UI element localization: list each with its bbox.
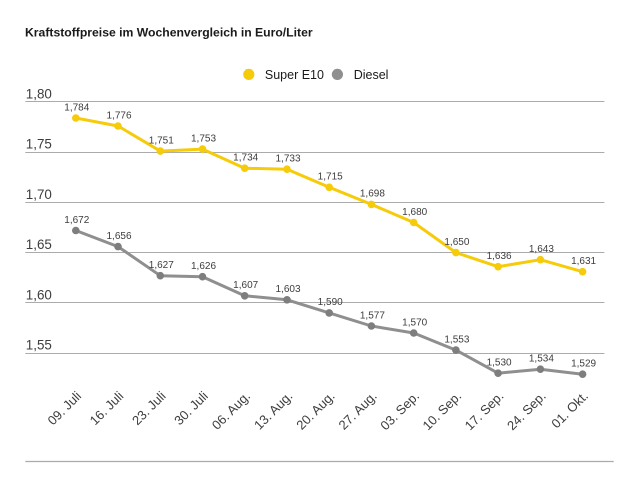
svg-text:1,698: 1,698 [360, 189, 385, 200]
svg-text:1,715: 1,715 [318, 172, 343, 183]
svg-text:1,570: 1,570 [402, 317, 427, 328]
svg-text:1,529: 1,529 [571, 359, 596, 370]
svg-text:1,534: 1,534 [529, 354, 554, 365]
svg-text:1,753: 1,753 [191, 133, 216, 144]
svg-text:1,607: 1,607 [233, 280, 258, 291]
svg-text:1,733: 1,733 [275, 154, 300, 165]
svg-text:1,631: 1,631 [571, 256, 596, 267]
svg-text:1,75: 1,75 [26, 137, 52, 152]
svg-text:1,784: 1,784 [64, 102, 89, 113]
svg-text:1,530: 1,530 [487, 358, 512, 369]
svg-text:1,553: 1,553 [444, 334, 469, 345]
svg-text:1,590: 1,590 [318, 297, 343, 308]
svg-text:Super E10: Super E10 [265, 68, 324, 82]
svg-text:1,650: 1,650 [444, 237, 469, 248]
svg-text:1,734: 1,734 [233, 153, 258, 164]
svg-text:1,626: 1,626 [191, 261, 216, 272]
svg-text:1,70: 1,70 [26, 187, 52, 202]
svg-text:1,627: 1,627 [149, 260, 174, 271]
svg-text:1,577: 1,577 [360, 310, 385, 321]
svg-text:1,636: 1,636 [487, 251, 512, 262]
svg-text:Kraftstoffpreise im Wochenverg: Kraftstoffpreise im Wochenvergleich in E… [25, 26, 313, 40]
svg-text:1,680: 1,680 [402, 207, 427, 218]
svg-text:1,776: 1,776 [106, 110, 131, 121]
svg-text:1,751: 1,751 [149, 135, 174, 146]
svg-text:1,643: 1,643 [529, 244, 554, 255]
svg-text:1,65: 1,65 [26, 237, 52, 252]
svg-text:1,60: 1,60 [26, 287, 52, 302]
svg-text:1,80: 1,80 [26, 86, 52, 101]
svg-text:Diesel: Diesel [354, 68, 389, 82]
svg-text:1,55: 1,55 [26, 338, 52, 353]
svg-text:1,603: 1,603 [275, 284, 300, 295]
svg-text:1,672: 1,672 [64, 215, 89, 226]
svg-text:1,656: 1,656 [106, 231, 131, 242]
